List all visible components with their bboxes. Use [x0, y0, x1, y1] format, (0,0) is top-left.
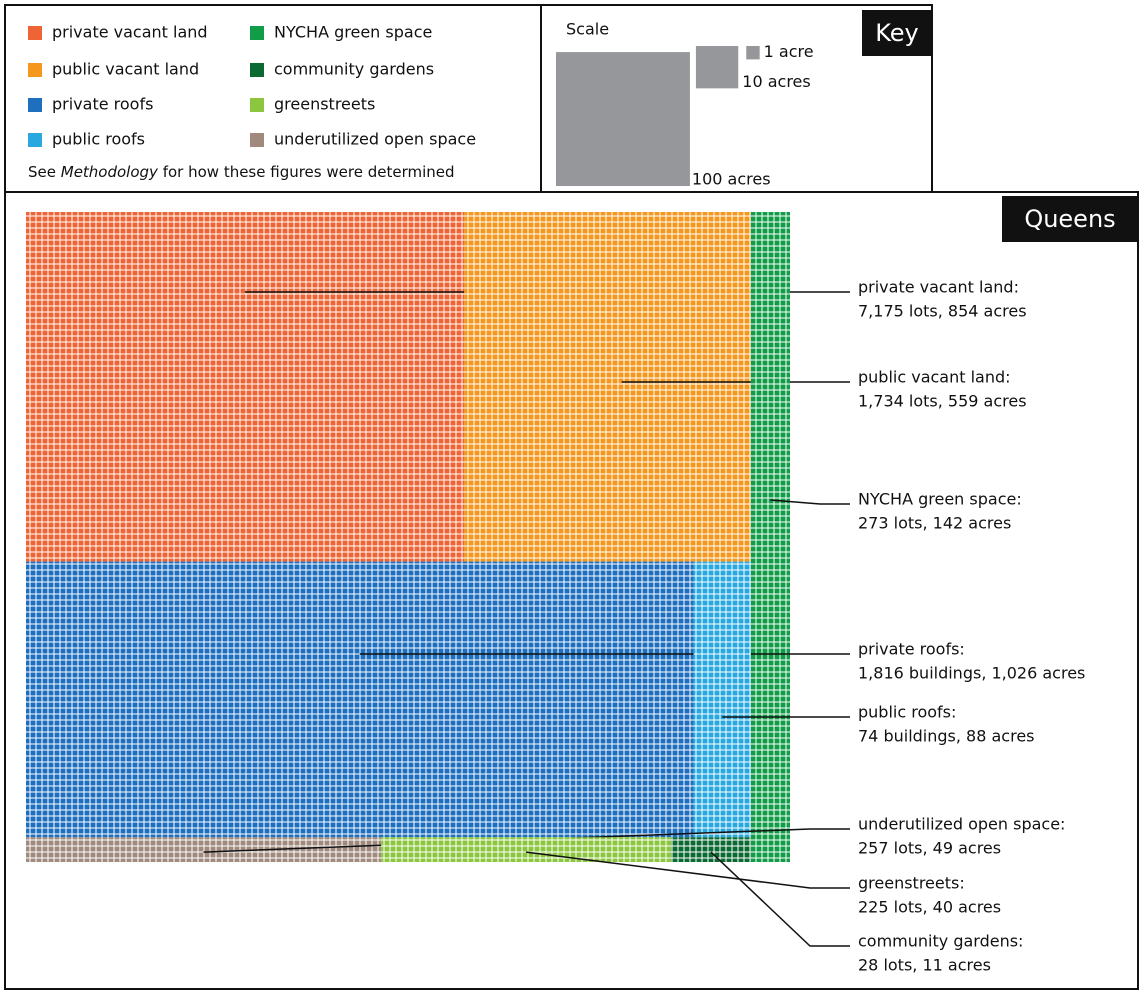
callout-title: private vacant land:	[858, 278, 1019, 297]
scale-square	[695, 46, 739, 89]
grid-overlay	[26, 561, 694, 838]
callout-value: 1,734 lots, 559 acres	[858, 392, 1027, 411]
legend-swatch	[250, 98, 264, 112]
legend-label: greenstreets	[274, 95, 375, 114]
callout-value: 1,816 buildings, 1,026 acres	[858, 664, 1085, 683]
legend-swatch	[28, 26, 42, 40]
legend-label: NYCHA green space	[274, 23, 432, 42]
legend-label: community gardens	[274, 60, 434, 79]
grid-overlay	[26, 837, 382, 862]
legend-label: private vacant land	[52, 23, 208, 42]
leader-line	[710, 851, 850, 947]
key-title: Key	[875, 19, 919, 47]
chart-box	[4, 191, 1139, 990]
grid-overlay	[750, 212, 790, 862]
note-text: See	[28, 163, 61, 181]
legend-label: public vacant land	[52, 60, 199, 79]
legend-swatch	[250, 26, 264, 40]
callout-title: community gardens:	[858, 932, 1023, 951]
grid-overlay	[464, 212, 751, 562]
legend-label: public roofs	[52, 130, 145, 149]
legend-swatch	[28, 63, 42, 77]
callout-title: underutilized open space:	[858, 815, 1065, 834]
chart-title: Queens	[1024, 205, 1115, 233]
note-italic: Methodology	[61, 163, 159, 181]
grid-overlay	[693, 561, 751, 838]
scale-label: 1 acre	[764, 42, 814, 61]
scale-square	[746, 46, 760, 60]
scale-square	[556, 52, 690, 186]
callout-title: public roofs:	[858, 703, 956, 722]
leader-line	[526, 851, 850, 889]
leader-line	[770, 499, 850, 505]
grid-overlay	[26, 212, 465, 562]
callout-value: 257 lots, 49 acres	[858, 839, 1001, 858]
callout-title: public vacant land:	[858, 368, 1011, 387]
callout-value: 7,175 lots, 854 acres	[858, 302, 1027, 321]
legend-swatch	[28, 98, 42, 112]
note: See Methodology for how these figures we…	[28, 163, 455, 181]
note-text: for how these figures were determined	[158, 163, 455, 181]
title-badge	[1002, 196, 1138, 242]
legend-swatch	[28, 133, 42, 147]
grid-overlay	[671, 837, 751, 862]
callout-value: 225 lots, 40 acres	[858, 898, 1001, 917]
scale-label: 10 acres	[742, 72, 810, 91]
callout-value: 74 buildings, 88 acres	[858, 727, 1035, 746]
callout-value: 273 lots, 142 acres	[858, 514, 1011, 533]
legend-swatch	[250, 133, 264, 147]
legend-swatch	[250, 63, 264, 77]
callout-title: NYCHA green space:	[858, 490, 1022, 509]
callout-title: private roofs:	[858, 640, 965, 659]
key-badge	[862, 10, 932, 56]
scale-title: Scale	[566, 20, 609, 39]
callout-value: 28 lots, 11 acres	[858, 956, 991, 975]
legend-label: private roofs	[52, 95, 153, 114]
legend-label: underutilized open space	[274, 130, 476, 149]
callout-title: greenstreets:	[858, 874, 965, 893]
scale-label: 100 acres	[692, 170, 771, 189]
grid-overlay	[381, 837, 672, 862]
